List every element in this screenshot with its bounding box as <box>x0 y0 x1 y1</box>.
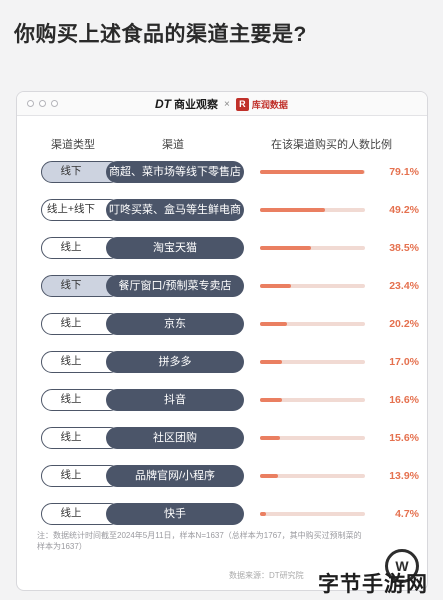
channel-label: 抖音 <box>106 389 244 411</box>
bar <box>260 284 291 288</box>
channel-label: 社区团购 <box>106 427 244 449</box>
bar-track <box>260 360 365 364</box>
value-label: 13.9% <box>389 470 419 482</box>
brand-separator: × <box>224 98 230 110</box>
bar <box>260 246 311 250</box>
column-header-channel: 渠道 <box>162 139 184 151</box>
value-label: 38.5% <box>389 242 419 254</box>
bar-track <box>260 246 365 250</box>
bar <box>260 512 267 516</box>
value-label: 17.0% <box>389 356 419 368</box>
bar-track <box>260 436 365 440</box>
value-label: 16.6% <box>389 394 419 406</box>
chart-row: 线上 拼多多 17.0% <box>17 351 427 373</box>
channel-type-label: 线上 <box>60 469 82 481</box>
channel-label: 淘宝天猫 <box>106 237 244 259</box>
bar-track <box>260 170 365 174</box>
channel-type-label: 线上 <box>60 431 82 443</box>
value-label: 4.7% <box>395 508 419 520</box>
chart-row: 线上 京东 20.2% <box>17 313 427 335</box>
chart-row: 线上 抖音 16.6% <box>17 389 427 411</box>
bar-track <box>260 208 365 212</box>
column-header-ratio: 在该渠道购买的人数比例 <box>271 139 392 151</box>
chart-row: 线下 餐厅窗口/预制菜专卖店 23.4% <box>17 275 427 297</box>
column-header-type: 渠道类型 <box>51 139 95 151</box>
channel-label: 品牌官网/小程序 <box>106 465 244 487</box>
value-label: 20.2% <box>389 318 419 330</box>
bar-track <box>260 398 365 402</box>
channel-type-label: 线上 <box>60 355 82 367</box>
channel-label: 快手 <box>106 503 244 525</box>
footnote: 注：数据统计时间截至2024年5月11日，样本N=1637（总样本为1767，其… <box>37 531 362 551</box>
brand-header: DT 商业观察 × R 库润数据 <box>155 96 288 112</box>
chart-row: 线上 快手 4.7% <box>17 503 427 525</box>
channel-type-pill: 线上 <box>41 465 121 487</box>
bar-track <box>260 284 365 288</box>
value-label: 49.2% <box>389 204 419 216</box>
channel-type-label: 线上 <box>60 317 82 329</box>
bar <box>260 398 282 402</box>
bar-track <box>260 322 365 326</box>
channel-type-label: 线上+线下 <box>46 203 96 215</box>
chart-row: 线上+线下 叮咚买菜、盒马等生鲜电商 49.2% <box>17 199 427 221</box>
chart-row: 线下 商超、菜市场等线下零售店 79.1% <box>17 161 427 183</box>
bar <box>260 170 364 174</box>
chart-card: DT 商业观察 × R 库润数据 渠道类型 渠道 在该渠道购买的人数比例 线下 商… <box>16 91 428 591</box>
window-bar: DT 商业观察 × R 库润数据 <box>17 92 427 116</box>
channel-type-label: 线下 <box>60 165 82 177</box>
channel-type-label: 线上 <box>60 393 82 405</box>
watermark-badge-icon: W <box>385 549 419 583</box>
channel-label: 餐厅窗口/预制菜专卖店 <box>106 275 244 297</box>
channel-label: 叮咚买菜、盒马等生鲜电商 <box>106 199 244 221</box>
chart-row: 线上 淘宝天猫 38.5% <box>17 237 427 259</box>
channel-type-pill: 线上 <box>41 351 121 373</box>
partner-name: 库润数据 <box>251 99 288 110</box>
brand-dt-logo: DT <box>155 97 171 111</box>
window-dot-icon <box>27 100 34 107</box>
data-source: 数据来源：DT研究院 <box>229 571 304 580</box>
channel-type-label: 线下 <box>60 279 82 291</box>
bar-track <box>260 512 365 516</box>
channel-type-pill: 线下 <box>41 161 121 183</box>
value-label: 79.1% <box>389 166 419 178</box>
channel-label: 京东 <box>106 313 244 335</box>
channel-type-label: 线上 <box>60 507 82 519</box>
chart-row: 线上 社区团购 15.6% <box>17 427 427 449</box>
channel-label: 商超、菜市场等线下零售店 <box>106 161 244 183</box>
brand-name: 商业观察 <box>174 99 218 111</box>
partner-logo-icon: R <box>235 97 249 111</box>
bar <box>260 436 281 440</box>
value-label: 15.6% <box>389 432 419 444</box>
bar <box>260 322 287 326</box>
channel-type-pill: 线下 <box>41 275 121 297</box>
bar <box>260 360 283 364</box>
bar-track <box>260 474 365 478</box>
channel-type-pill: 线上 <box>41 313 121 335</box>
watermark-text: 字节手游网 <box>318 573 428 596</box>
bar <box>260 208 325 212</box>
window-dot-icon <box>51 100 58 107</box>
channel-type-label: 线上 <box>60 241 82 253</box>
value-label: 23.4% <box>389 280 419 292</box>
channel-label: 拼多多 <box>106 351 244 373</box>
window-dot-icon <box>39 100 46 107</box>
channel-type-pill: 线上 <box>41 503 121 525</box>
chart-row: 线上 品牌官网/小程序 13.9% <box>17 465 427 487</box>
bar <box>260 474 279 478</box>
page-title: 你购买上述食品的渠道主要是? <box>14 23 307 46</box>
